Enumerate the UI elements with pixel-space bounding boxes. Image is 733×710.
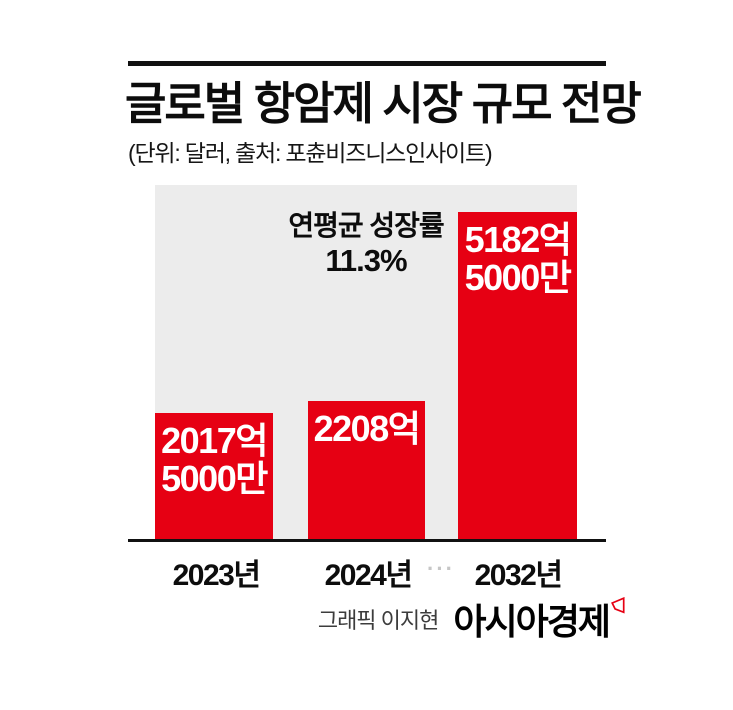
bar-2023: 2017억 5000만	[155, 413, 273, 541]
bar-2024: 2208억	[308, 401, 425, 541]
bar-2032-value-line1: 5182억	[464, 219, 572, 260]
bar-2023-value-line1: 2017억	[161, 420, 268, 461]
x-tick-2023: 2023년	[172, 559, 261, 592]
growth-rate-annotation: 연평균 성장률 11.3%	[155, 209, 577, 278]
brand-logo-text: 아시아경제	[453, 601, 611, 642]
bar-2032-value-line2: 5000만	[464, 257, 572, 299]
graphic-credit: 그래픽 이지현	[317, 608, 440, 633]
bar-2032: 5182억 5000만	[458, 212, 577, 541]
top-divider-rule	[128, 61, 606, 66]
bar-2023-value-label: 2017억 5000만	[155, 413, 273, 498]
x-tick-2024: 2024년	[324, 559, 413, 592]
bar-2024-value-label: 2208억	[308, 401, 425, 448]
x-axis-line	[128, 539, 606, 542]
bar-2023-value-line2: 5000만	[161, 458, 268, 500]
bar-2024-value-line1: 2208억	[313, 408, 421, 449]
unit-source-note: (단위: 달러, 출처: 포츈비즈니스인사이트)	[128, 140, 493, 166]
bar-chart-plot-area: 연평균 성장률 11.3% 2017억 5000만 2208억 5182억 50…	[155, 185, 577, 541]
growth-rate-value: 11.3%	[325, 242, 407, 278]
red-flag-icon	[611, 597, 625, 614]
footer: 그래픽 이지현 아시아경제	[317, 597, 625, 642]
x-tick-2032: 2032년	[474, 559, 563, 592]
page-title: 글로벌 항암제 시장 규모 전망	[125, 78, 642, 129]
axis-break-dots: ···	[427, 556, 455, 581]
brand-logo: 아시아경제	[453, 597, 625, 642]
growth-rate-label: 연평균 성장률	[288, 210, 444, 241]
bar-2032-value-label: 5182억 5000만	[458, 212, 577, 297]
